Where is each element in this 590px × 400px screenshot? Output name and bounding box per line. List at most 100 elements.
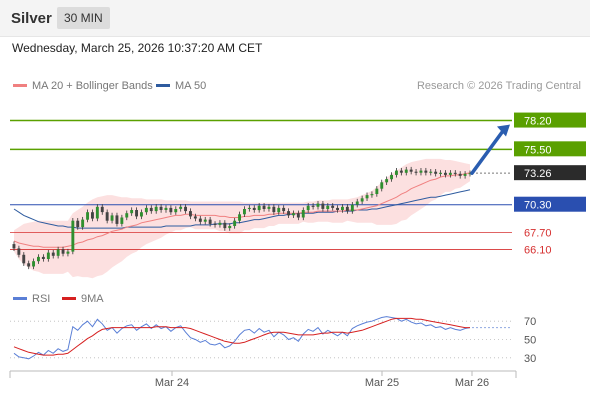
level-label-67.70: 67.70 bbox=[524, 227, 552, 239]
candle-body bbox=[355, 201, 359, 205]
candle-body bbox=[370, 194, 374, 196]
copyright-notice: Research © 2026 Trading Central bbox=[416, 80, 581, 92]
candle-body bbox=[91, 212, 94, 219]
candle-body bbox=[223, 222, 227, 229]
legend-rsi-swatch bbox=[13, 296, 27, 300]
level-label-70.30: 70.30 bbox=[524, 200, 552, 212]
candle-body bbox=[277, 207, 281, 213]
x-tick-label-0: Mar 24 bbox=[155, 377, 189, 389]
x-tick-label-2: Mar 26 bbox=[455, 377, 489, 389]
candle-body bbox=[51, 252, 55, 256]
candle-body bbox=[115, 215, 119, 224]
candle-body bbox=[81, 219, 85, 228]
candle-body bbox=[463, 173, 467, 176]
candle-body bbox=[105, 212, 109, 221]
candle-body bbox=[321, 203, 325, 209]
candle-body bbox=[86, 212, 89, 220]
candle-body bbox=[37, 256, 40, 262]
candle-body bbox=[404, 169, 408, 173]
rsi-tick-label-70: 70 bbox=[524, 316, 536, 328]
symbol-title: Silver bbox=[11, 10, 52, 27]
candle-body bbox=[189, 211, 192, 217]
candle-body bbox=[247, 207, 251, 209]
candle-body bbox=[326, 205, 330, 209]
legend-9ma: 9MA bbox=[62, 293, 104, 305]
candle-body bbox=[27, 263, 31, 267]
candle-body bbox=[424, 170, 428, 173]
candle-body bbox=[56, 249, 60, 256]
candle-body bbox=[243, 209, 246, 215]
candle-body bbox=[434, 171, 438, 174]
candle-body bbox=[272, 206, 276, 213]
candle-body bbox=[12, 244, 16, 249]
level-tag-78.20 bbox=[514, 112, 586, 128]
candle-body bbox=[125, 213, 129, 218]
candle-body bbox=[331, 205, 335, 208]
candle-body bbox=[233, 220, 237, 226]
candle-body bbox=[262, 205, 266, 209]
candle-body bbox=[159, 206, 163, 210]
candle-body bbox=[154, 206, 158, 212]
candle-body bbox=[311, 205, 315, 207]
candle-body bbox=[238, 214, 241, 221]
candle-body bbox=[198, 218, 202, 222]
timeframe-badge[interactable]: 30 MIN bbox=[57, 7, 110, 29]
candle-body bbox=[22, 254, 26, 264]
legend-rsi: RSI bbox=[13, 293, 50, 305]
candle-body bbox=[110, 215, 114, 221]
candle-body bbox=[365, 195, 369, 199]
candle-body bbox=[453, 172, 457, 174]
legend-ma50: MA 50 bbox=[156, 80, 206, 92]
candle-body bbox=[306, 205, 310, 211]
legend-rsi-label: RSI bbox=[32, 293, 51, 305]
candle-body bbox=[169, 207, 173, 213]
candle-body bbox=[135, 210, 138, 217]
forecast-arrow-shaft bbox=[470, 127, 506, 175]
candle-body bbox=[287, 211, 290, 216]
ma50-line bbox=[13, 189, 471, 229]
level-label-78.20: 78.20 bbox=[524, 116, 552, 128]
candle-body bbox=[257, 205, 261, 211]
candle-body bbox=[296, 213, 300, 218]
candle-body bbox=[184, 206, 187, 212]
x-tick-label-1: Mar 25 bbox=[365, 377, 399, 389]
candle-body bbox=[61, 249, 65, 254]
candle-body bbox=[385, 179, 389, 183]
candle-body bbox=[448, 172, 452, 175]
legend-ma50-label: MA 50 bbox=[175, 80, 207, 92]
candle-body bbox=[282, 207, 286, 212]
candle-body bbox=[164, 207, 168, 210]
candle-body bbox=[71, 220, 75, 252]
candle-body bbox=[399, 170, 403, 173]
candle-body bbox=[292, 213, 295, 216]
legend-bollinger-label: MA 20 + Bollinger Bands bbox=[32, 80, 153, 92]
candle-body bbox=[213, 223, 217, 225]
candle-body bbox=[228, 226, 232, 229]
candle-body bbox=[46, 252, 50, 259]
candle-body bbox=[140, 212, 143, 217]
candle-body bbox=[76, 220, 80, 228]
candle-body bbox=[390, 174, 393, 180]
candle-body bbox=[336, 207, 339, 210]
level-label-66.10: 66.10 bbox=[524, 244, 552, 256]
candle-body bbox=[350, 204, 354, 212]
candle-body bbox=[149, 207, 153, 212]
forecast-arrow-head bbox=[497, 124, 510, 137]
chart-header: Silver 30 MIN bbox=[0, 0, 590, 37]
rsi-ma-line bbox=[13, 317, 470, 356]
level-tag-70.30 bbox=[514, 196, 586, 212]
legend-9ma-swatch bbox=[62, 296, 76, 300]
candle-body bbox=[458, 173, 462, 176]
candle-body bbox=[439, 172, 442, 174]
candle-body bbox=[252, 207, 256, 210]
legend-9ma-label: 9MA bbox=[81, 293, 104, 305]
legend-bollinger: MA 20 + Bollinger Bands bbox=[13, 80, 153, 92]
candle-body bbox=[444, 172, 447, 175]
candle-body bbox=[17, 248, 21, 255]
candle-body bbox=[100, 206, 104, 213]
candle-body bbox=[218, 222, 222, 225]
candle-body bbox=[193, 216, 197, 219]
candle-body bbox=[419, 170, 423, 173]
level-tag-75.50 bbox=[514, 141, 586, 157]
